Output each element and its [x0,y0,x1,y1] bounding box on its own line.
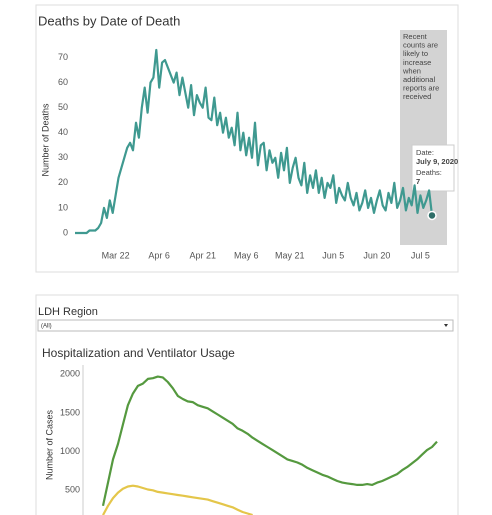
x-tick-label: Jul 5 [411,250,430,260]
tooltip-date: July 9, 2020 [416,157,458,166]
y-tick-label: 50 [58,102,68,112]
annotation: Recent [403,32,428,41]
y-tick-label: 1500 [60,407,80,417]
x-tick-label: May 21 [275,250,305,260]
y-tick-label: 60 [58,77,68,87]
tooltip-value-label: Deaths: [416,168,442,177]
data-line [102,484,253,515]
chart-title: Deaths by Date of Death [38,13,180,28]
tooltip [411,144,455,192]
y-tick-label: 40 [58,127,68,137]
recent-shading [400,30,447,245]
x-tick-label: Mar 22 [102,250,130,260]
y-axis-label: Number of Deaths [40,103,50,177]
y-tick-label: 20 [58,177,68,187]
x-tick-label: May 6 [234,250,259,260]
y-tick-label: 30 [58,152,68,162]
annotation: when [402,66,421,75]
y-tick-label: 0 [63,227,68,237]
dropdown-arrow[interactable] [444,324,448,327]
x-tick-label: Jun 5 [322,250,344,260]
x-tick-label: Apr 21 [189,250,216,260]
annotation: counts are [403,41,438,50]
highlight-point [427,210,437,221]
annotation: likely to [403,49,428,58]
data-line [101,375,438,507]
chart-title: Hospitalization and Ventilator Usage [42,346,235,360]
y-tick-label: 70 [58,52,68,62]
x-tick-label: Apr 6 [148,250,170,260]
filter-value[interactable]: (All) [41,324,52,330]
tooltip-value: 7 [416,177,420,186]
annotation: reports are [403,84,439,93]
filter-dropdown[interactable] [37,319,454,332]
annotation: received [403,92,431,101]
y-tick-label: 2000 [60,369,80,379]
data-line [75,48,434,235]
y-tick-label: 1000 [60,446,80,456]
y-tick-label: 10 [58,202,68,212]
y-tick-label: 500 [65,485,80,495]
annotation: increase [403,58,431,67]
annotation: additional [403,75,435,84]
y-axis-label: Number of Cases [44,409,54,480]
filter-label: LDH Region [38,306,98,318]
x-tick-label: Jun 20 [363,250,390,260]
deaths-panel [35,4,459,273]
tooltip-date-label: Date: [416,148,434,157]
